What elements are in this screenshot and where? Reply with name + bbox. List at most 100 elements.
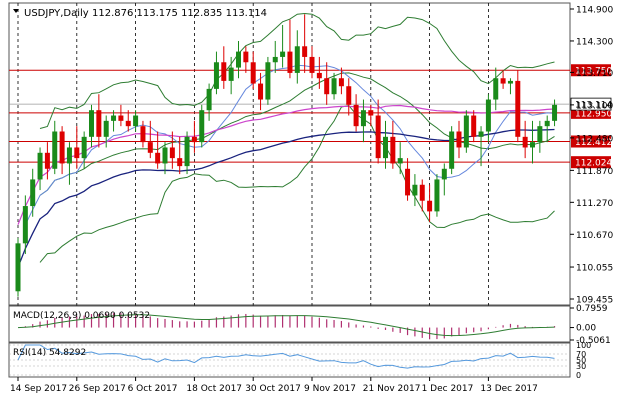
time-tick-label: 13 Dec 2017 bbox=[480, 384, 538, 394]
candle-body bbox=[338, 78, 344, 87]
candle-body bbox=[162, 147, 168, 164]
candle-body bbox=[15, 243, 21, 292]
candle-body bbox=[500, 78, 506, 84]
candle-body bbox=[456, 131, 462, 148]
candle-body bbox=[405, 168, 411, 196]
candle-body bbox=[81, 136, 87, 159]
candle-body bbox=[507, 80, 513, 84]
time-axis: 14 Sep 2017 26 Sep 2017 6 Oct 2017 18 Oct 2… bbox=[10, 377, 538, 394]
candle-body bbox=[316, 72, 322, 79]
chart-title: USDJPY,Daily bbox=[24, 8, 89, 19]
macd-tick-label: 0.00 bbox=[576, 324, 596, 334]
rsi-tick-label: 50 bbox=[576, 356, 586, 365]
candle-body bbox=[485, 99, 491, 132]
level-tag bbox=[571, 135, 611, 148]
rsi-line bbox=[17, 344, 555, 369]
price-tick-label: 110.670 bbox=[576, 231, 613, 241]
vertical-grid bbox=[17, 3, 489, 377]
candle-body bbox=[515, 80, 521, 137]
candle-body bbox=[213, 62, 219, 89]
price-tick-label: 113.100 bbox=[576, 101, 613, 111]
candle-body bbox=[228, 67, 234, 81]
bollinger-upper-line bbox=[39, 12, 555, 129]
candle-body bbox=[331, 78, 337, 95]
candle-body bbox=[199, 110, 205, 143]
candle-body bbox=[309, 56, 315, 73]
macd-tick-label: 0.7959 bbox=[576, 304, 608, 314]
candle-body bbox=[537, 126, 543, 143]
candle-body bbox=[412, 184, 418, 196]
candle-body bbox=[368, 110, 374, 116]
level-tag bbox=[571, 156, 611, 169]
price-tick-label: 111.270 bbox=[576, 199, 613, 209]
price-tick-label: 109.455 bbox=[576, 296, 613, 306]
candle-body bbox=[360, 110, 366, 127]
candle-body bbox=[280, 51, 286, 57]
price-tick-label: 111.870 bbox=[576, 167, 613, 177]
candle-body bbox=[133, 115, 139, 127]
price-tick-label: 112.480 bbox=[576, 134, 613, 144]
time-tick-label: 18 Oct 2017 bbox=[186, 384, 242, 394]
level-label: 112.024 bbox=[575, 159, 612, 169]
candle-body bbox=[96, 110, 102, 137]
time-tick-label: 21 Nov 2017 bbox=[363, 384, 421, 394]
candle-body bbox=[177, 158, 183, 167]
price-tick-label: 110.055 bbox=[576, 264, 613, 274]
macd-indicator: 0.7959 0.00 -0.5061 bbox=[17, 304, 611, 346]
price-tick-label: 113.710 bbox=[576, 69, 613, 79]
candle-body bbox=[419, 184, 425, 201]
candle-body bbox=[22, 206, 28, 244]
current-price-tag bbox=[570, 97, 612, 111]
price-tick-label: 114.900 bbox=[576, 6, 613, 16]
candle-body bbox=[191, 136, 197, 143]
rsi-tick-label: 0 bbox=[576, 371, 581, 380]
candle-body bbox=[302, 46, 308, 57]
candle-body bbox=[258, 83, 264, 100]
rsi-tick-label: 100 bbox=[576, 341, 591, 350]
candle-body bbox=[272, 56, 278, 63]
candle-body bbox=[221, 62, 227, 81]
candle-body bbox=[103, 120, 109, 137]
candle-body bbox=[427, 200, 433, 212]
candle-body bbox=[140, 126, 146, 143]
time-tick-label: 26 Sep 2017 bbox=[69, 384, 126, 394]
candle-body bbox=[434, 179, 440, 212]
candle-body bbox=[37, 152, 43, 180]
candle-body bbox=[294, 46, 300, 73]
candle-body bbox=[390, 136, 396, 164]
candle-body bbox=[463, 115, 469, 148]
candle-body bbox=[324, 78, 330, 95]
candle-body bbox=[383, 136, 388, 159]
candle-body bbox=[118, 115, 124, 121]
candle-body bbox=[265, 62, 271, 100]
candle-body bbox=[236, 51, 241, 68]
level-tag bbox=[571, 64, 611, 77]
level-label: 112.950 bbox=[575, 109, 612, 119]
slow-moving-average-line bbox=[17, 104, 555, 225]
candle-body bbox=[493, 78, 499, 100]
rsi-tick-label: 70 bbox=[576, 350, 586, 359]
candle-body bbox=[522, 136, 528, 148]
candle-body bbox=[184, 136, 190, 167]
macd-tick-label: -0.5061 bbox=[576, 336, 611, 346]
time-tick-label: 9 Nov 2017 bbox=[304, 384, 356, 394]
candle-body bbox=[66, 147, 72, 164]
time-tick-label: 14 Sep 2017 bbox=[10, 384, 67, 394]
current-price-label: 113.114 bbox=[575, 101, 612, 111]
collapse-arrow-icon[interactable] bbox=[13, 9, 19, 13]
time-tick-label: 30 Oct 2017 bbox=[245, 384, 301, 394]
candle-body bbox=[544, 120, 550, 127]
candle-body bbox=[89, 110, 94, 137]
candle-body bbox=[346, 86, 352, 105]
rsi-label: RSI(14) 54.8292 bbox=[13, 348, 86, 358]
time-tick-label: 6 Oct 2017 bbox=[128, 384, 178, 394]
candle-body bbox=[169, 147, 175, 159]
candle-body bbox=[397, 158, 403, 164]
candle-body bbox=[353, 104, 359, 127]
candle-body bbox=[471, 115, 477, 137]
candle-body bbox=[552, 104, 558, 121]
macd-signal-line bbox=[17, 314, 555, 337]
bollinger-lower-line bbox=[39, 105, 555, 263]
candle-body bbox=[30, 179, 36, 207]
